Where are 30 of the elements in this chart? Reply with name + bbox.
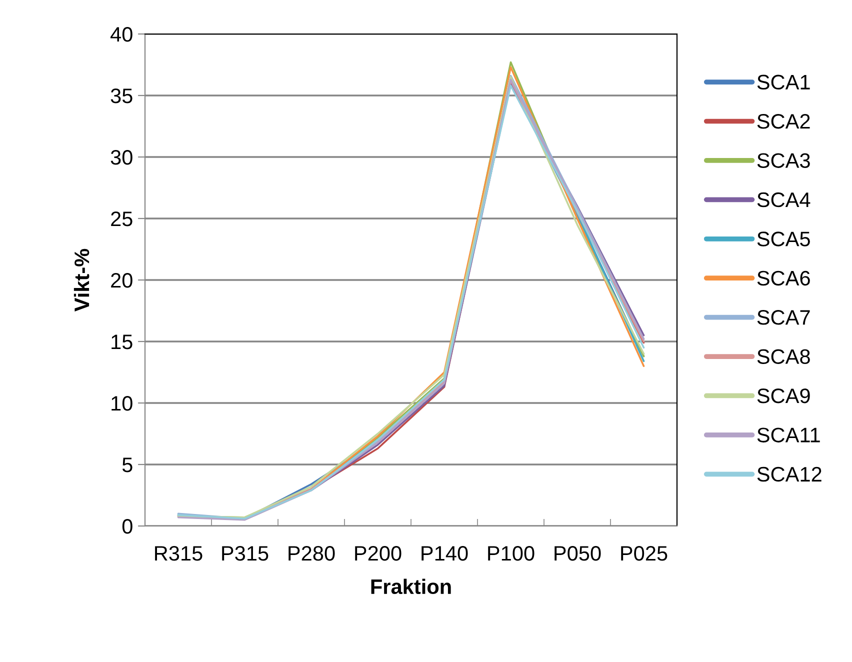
y-tick-label: 35 bbox=[110, 88, 132, 104]
x-tick-label: P200 bbox=[355, 546, 402, 561]
x-tick-label: P140 bbox=[422, 546, 468, 561]
legend-label: SCA2 bbox=[757, 114, 810, 129]
y-tick-label: 30 bbox=[110, 150, 132, 165]
y-tick-label: 5 bbox=[122, 458, 132, 472]
x-tick-label: P050 bbox=[554, 546, 601, 561]
x-axis-title: Fraktion bbox=[371, 578, 451, 594]
legend-label: SCA7 bbox=[757, 310, 810, 325]
x-tick-label: P100 bbox=[488, 546, 534, 561]
y-tick-label: 10 bbox=[112, 396, 132, 411]
y-tick-label: 20 bbox=[111, 273, 132, 288]
legend-label: SCA1 bbox=[757, 74, 810, 90]
legend-label: SCA11 bbox=[757, 428, 820, 442]
legend-label: SCA5 bbox=[757, 232, 810, 246]
x-tick-label: R315 bbox=[155, 546, 202, 561]
x-tick-label: P280 bbox=[288, 546, 335, 561]
legend-label: SCA12 bbox=[757, 466, 822, 482]
legend-label: SCA8 bbox=[757, 349, 810, 364]
y-tick-label: 40 bbox=[110, 27, 132, 42]
legend-label: SCA6 bbox=[757, 270, 810, 286]
x-tick-label: P025 bbox=[621, 546, 668, 561]
y-axis-title: Vikt-% bbox=[74, 248, 90, 312]
y-tick-label: 25 bbox=[111, 212, 132, 226]
y-tick-label: 15 bbox=[112, 334, 132, 350]
legend-label: SCA9 bbox=[757, 388, 810, 404]
legend-label: SCA3 bbox=[757, 153, 810, 168]
y-tick-label: 0 bbox=[122, 519, 132, 534]
legend-label: SCA4 bbox=[757, 192, 810, 208]
x-tick-label: P315 bbox=[222, 546, 268, 561]
